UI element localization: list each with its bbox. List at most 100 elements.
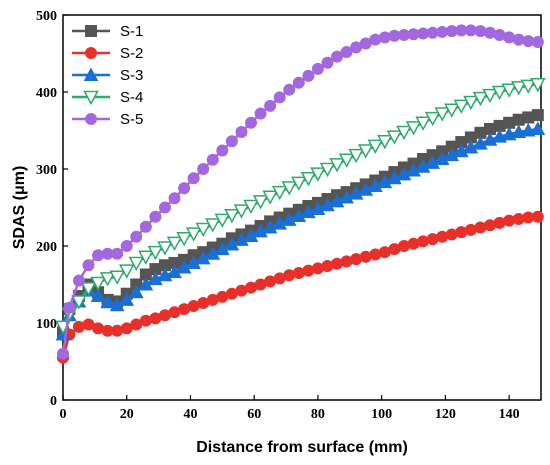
data-point [253, 223, 268, 238]
legend-marker [85, 47, 97, 59]
y-tick-label: 0 [50, 394, 57, 409]
data-point [329, 193, 345, 208]
data-point [262, 219, 278, 234]
data-point [339, 189, 354, 204]
data-point [63, 301, 76, 314]
data-point [473, 136, 488, 150]
data-point [291, 176, 307, 191]
data-point [235, 126, 248, 139]
data-point [157, 241, 173, 256]
data-point [283, 83, 296, 96]
legend-marker [83, 67, 99, 81]
data-point [273, 91, 286, 104]
data-point [531, 35, 544, 48]
data-point [291, 208, 307, 222]
data-point [425, 155, 440, 169]
legend-label: S-2 [120, 45, 143, 62]
data-point [311, 62, 324, 75]
data-point [405, 121, 422, 136]
data-point [444, 147, 460, 162]
data-point [224, 208, 240, 224]
x-tick-label: 0 [60, 407, 67, 422]
data-point [176, 232, 192, 247]
data-point [254, 107, 267, 120]
data-point [281, 212, 297, 226]
data-point [520, 122, 536, 137]
data-point [406, 162, 421, 177]
data-point [302, 69, 315, 82]
data-point [434, 107, 450, 122]
data-point [168, 192, 181, 205]
legend-label: S-4 [120, 89, 143, 106]
legend-item: S-3 [72, 67, 143, 84]
legend: S-1 S-2 S-3 S-4 S-5 [72, 23, 143, 128]
data-point [216, 144, 229, 157]
data-point [319, 162, 336, 178]
data-point [148, 271, 163, 286]
data-point [234, 232, 249, 246]
data-point [90, 288, 106, 303]
legend-label: S-1 [120, 23, 143, 40]
y-tick-label: 500 [36, 9, 57, 24]
x-tick-label: 120 [435, 407, 456, 422]
data-point [321, 56, 334, 69]
data-point [396, 125, 412, 141]
data-point [187, 172, 200, 185]
data-point [100, 294, 115, 309]
data-point [206, 153, 219, 166]
series-S-3 [55, 121, 546, 341]
data-point [510, 81, 527, 96]
data-point [338, 153, 355, 168]
y-tick-label: 300 [36, 163, 57, 178]
legend-label: S-5 [120, 111, 143, 128]
legend-label: S-3 [120, 67, 143, 84]
series-S-4 [55, 78, 546, 335]
y-tick-label: 100 [36, 317, 57, 332]
data-point [72, 274, 85, 287]
x-tick-label: 80 [311, 407, 325, 422]
data-point [501, 83, 517, 98]
data-point [245, 116, 258, 129]
data-point [225, 135, 238, 148]
data-point [348, 186, 364, 200]
data-point [310, 201, 326, 216]
data-point [358, 182, 374, 196]
data-point [243, 199, 259, 215]
data-point [377, 135, 393, 150]
data-point [511, 124, 527, 139]
x-tick-label: 40 [183, 407, 197, 422]
legend-item: S-2 [72, 45, 143, 62]
legend-item: S-5 [72, 111, 143, 128]
series-layer [55, 24, 546, 364]
data-point [57, 347, 69, 360]
legend-item: S-4 [72, 89, 143, 106]
data-point [281, 181, 298, 196]
data-point [463, 95, 479, 111]
data-point [252, 195, 269, 210]
data-point [205, 218, 221, 233]
data-point [348, 148, 364, 164]
data-point [300, 171, 317, 187]
data-point [463, 139, 479, 154]
data-point [82, 259, 95, 272]
data-point [377, 174, 393, 189]
data-point [71, 295, 87, 310]
y-tick-label: 400 [36, 86, 57, 101]
data-point [197, 163, 210, 175]
data-point [531, 210, 544, 223]
data-point [415, 159, 431, 173]
data-point [90, 276, 106, 292]
data-point [80, 282, 97, 297]
data-point [386, 130, 403, 145]
legend-item: S-1 [72, 23, 143, 40]
data-point [138, 250, 154, 265]
plot-frame [62, 14, 542, 401]
data-point [331, 50, 344, 63]
data-point [531, 109, 544, 122]
data-point [128, 284, 144, 299]
legend-marker [85, 113, 97, 125]
data-point [329, 158, 345, 173]
data-point [120, 240, 133, 252]
